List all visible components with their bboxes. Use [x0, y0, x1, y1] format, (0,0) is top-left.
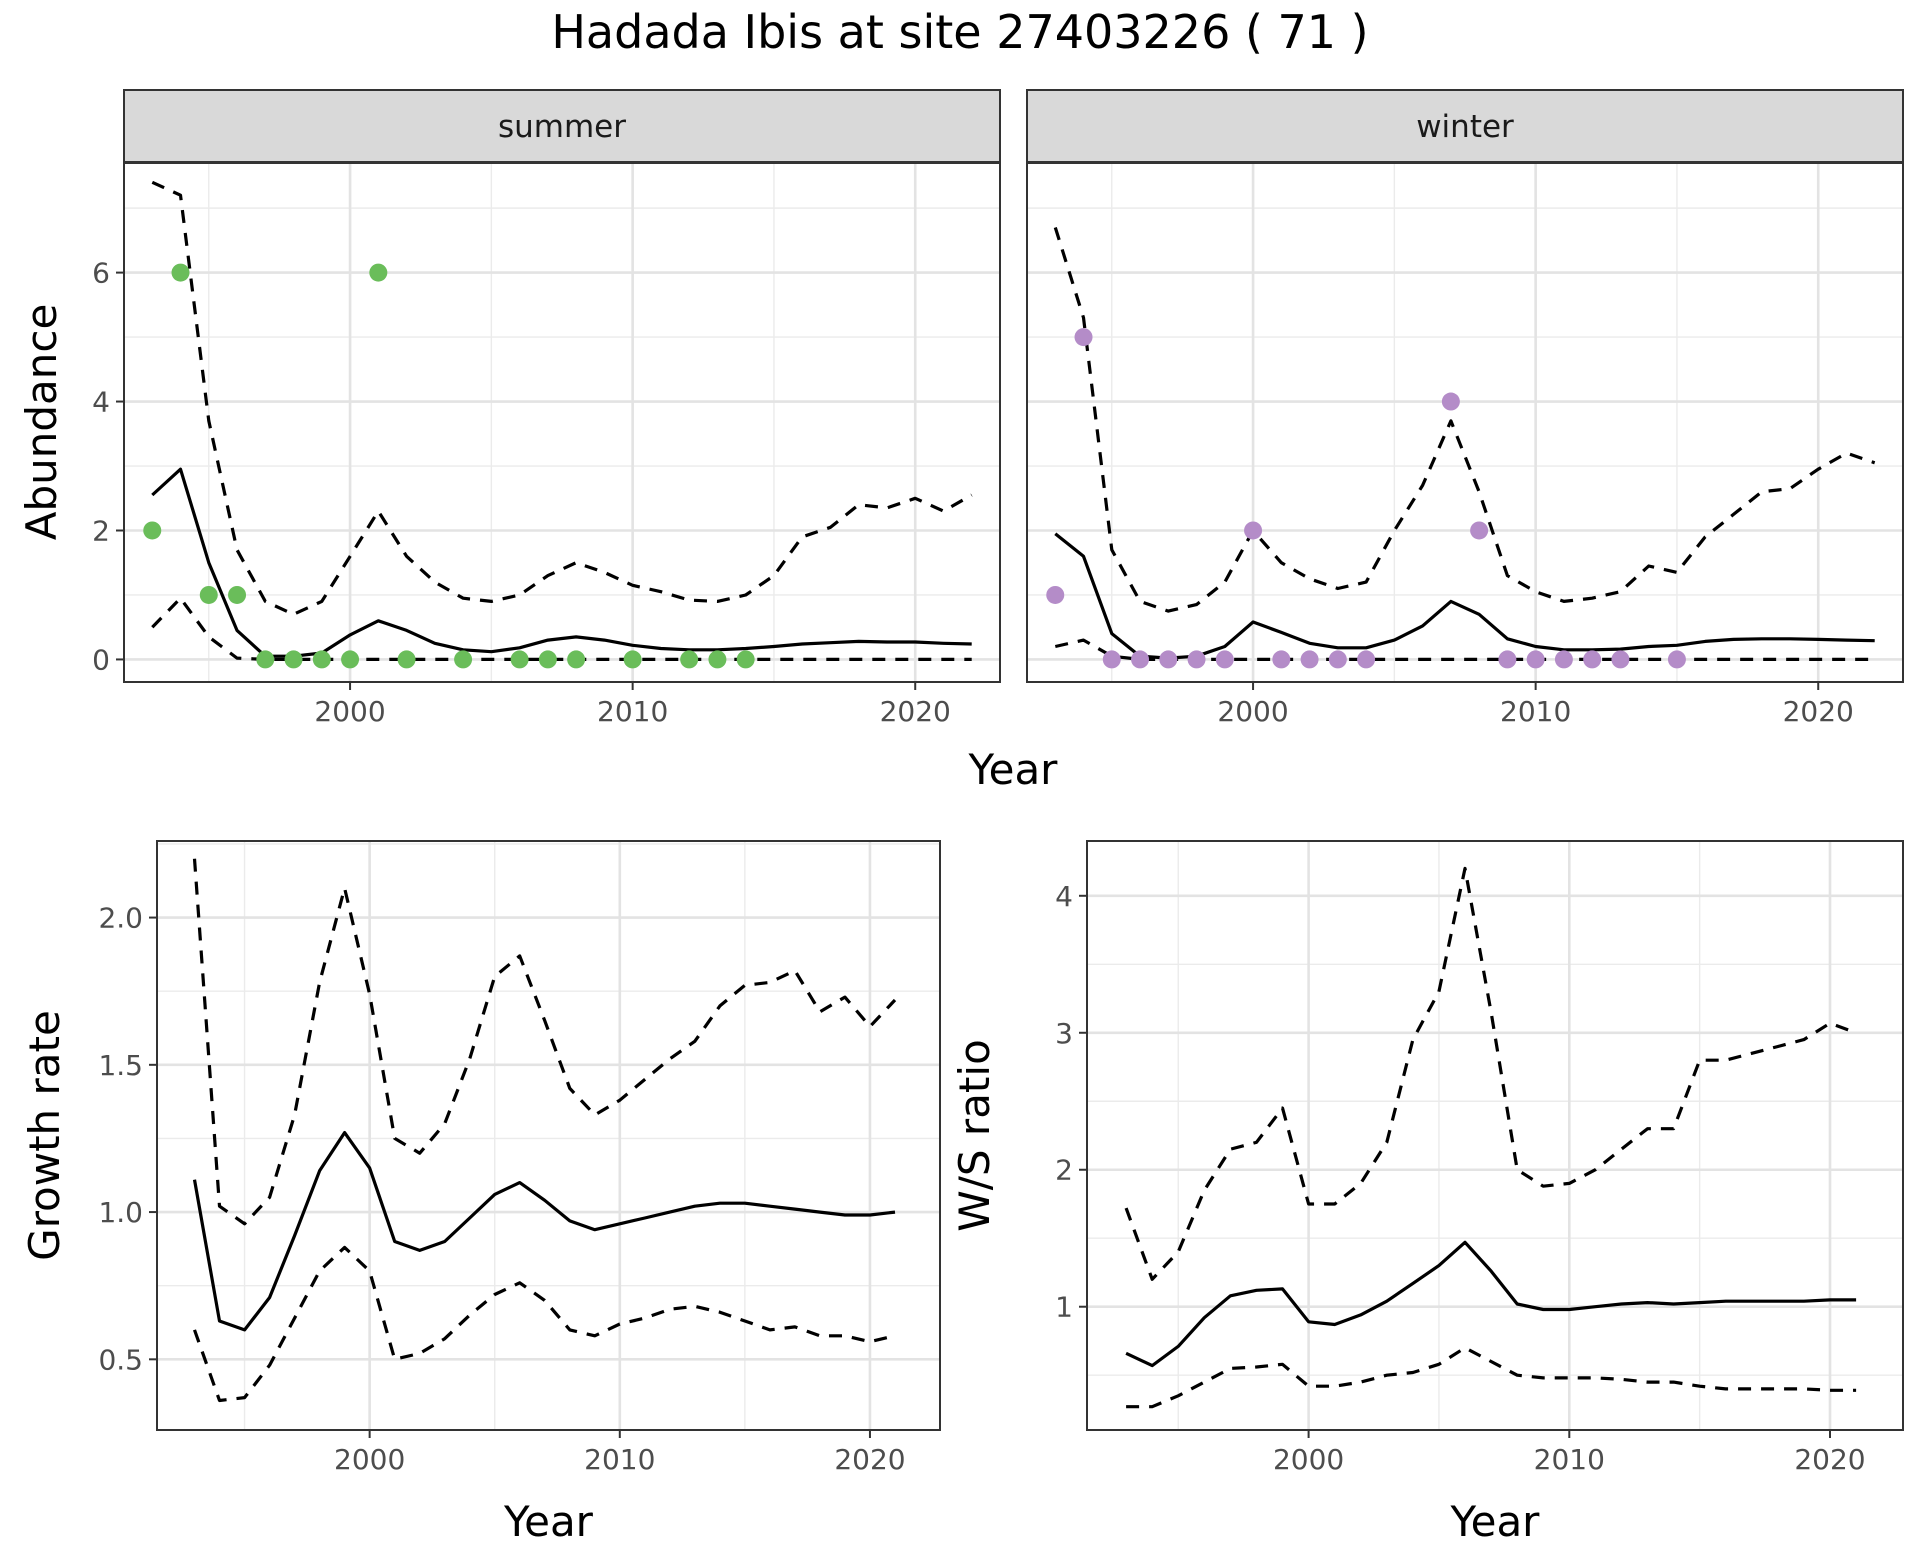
y-tick-label: 0 — [92, 643, 110, 676]
series-line-lower — [192, 1245, 896, 1403]
data-point — [1187, 650, 1206, 669]
data-point — [1470, 521, 1489, 540]
data-point — [1159, 650, 1178, 669]
y-tick-label: 2.0 — [98, 902, 143, 935]
x-tick-label: 2000 — [1273, 1443, 1344, 1476]
data-point — [1300, 650, 1319, 669]
series-line-estimate — [192, 1130, 896, 1332]
y-tick-label: 1 — [1055, 1291, 1073, 1324]
facet-label: summer — [498, 109, 626, 145]
x-tick-label: 2010 — [1500, 695, 1571, 728]
data-point — [199, 585, 218, 604]
data-point — [680, 650, 699, 669]
data-point — [510, 650, 529, 669]
data-point — [736, 650, 755, 669]
data-point — [1046, 585, 1065, 604]
data-point — [1441, 392, 1460, 411]
data-point — [567, 650, 586, 669]
x-tick-label: 2000 — [314, 695, 385, 728]
data-point — [397, 650, 416, 669]
x-tick-label: 2010 — [584, 1443, 655, 1476]
data-point — [1498, 650, 1517, 669]
facet-label: winter — [1416, 109, 1514, 145]
series-line-upper — [192, 858, 897, 1226]
data-point — [1554, 650, 1573, 669]
y-tick-label: 3 — [1055, 1017, 1073, 1050]
y-axis-title: W/S ratio — [950, 1039, 999, 1232]
data-point — [312, 650, 331, 669]
y-tick-label: 1.5 — [98, 1049, 143, 1082]
panel-background — [1087, 841, 1903, 1430]
data-point — [1244, 521, 1263, 540]
x-tick-label: 2020 — [1794, 1443, 1865, 1476]
series-line-lower — [1126, 1346, 1857, 1409]
data-point — [171, 263, 190, 282]
data-point — [1074, 328, 1093, 347]
series-line-upper — [151, 180, 973, 616]
data-point — [284, 650, 303, 669]
data-point — [454, 650, 473, 669]
y-axis-title: Abundance — [17, 304, 66, 541]
x-axis-title: Year — [1450, 1497, 1541, 1546]
y-tick-label: 2 — [1055, 1154, 1073, 1187]
data-point — [1526, 650, 1545, 669]
x-axis-title: Year — [503, 1497, 594, 1546]
data-point — [1611, 650, 1630, 669]
data-point — [256, 650, 275, 669]
y-tick-label: 0.5 — [98, 1343, 143, 1376]
x-tick-label: 2010 — [1534, 1443, 1605, 1476]
x-axis-title: Year — [968, 745, 1059, 794]
data-point — [1357, 650, 1376, 669]
facet-strip — [123, 89, 1001, 163]
y-tick-label: 1.0 — [98, 1196, 143, 1229]
x-tick-label: 2020 — [1783, 695, 1854, 728]
facet-strip — [1026, 89, 1904, 163]
y-tick-label: 4 — [92, 386, 110, 419]
series-line-lower — [151, 596, 972, 662]
panel-border — [156, 840, 941, 1431]
data-point — [1328, 650, 1347, 669]
data-point — [341, 650, 360, 669]
panel-background — [157, 841, 940, 1430]
x-tick-label: 2000 — [334, 1443, 405, 1476]
x-tick-label: 2010 — [597, 695, 668, 728]
panel-background — [1027, 163, 1903, 682]
data-point — [228, 585, 247, 604]
data-point — [143, 521, 162, 540]
y-axis-title: Growth rate — [20, 1010, 69, 1261]
data-point — [708, 650, 727, 669]
data-point — [369, 263, 388, 282]
data-point — [1583, 650, 1602, 669]
series-line-upper — [1124, 866, 1857, 1281]
x-tick-label: 2020 — [834, 1443, 905, 1476]
data-point — [538, 650, 557, 669]
panel-background — [124, 163, 1000, 682]
series-line-upper — [1053, 227, 1876, 613]
data-point — [1131, 650, 1150, 669]
y-tick-label: 2 — [92, 514, 110, 547]
series-line-estimate — [1125, 1240, 1857, 1368]
figure-title: Hadada Ibis at site 27403226 ( 71 ) — [551, 5, 1368, 59]
y-tick-label: 6 — [92, 257, 110, 290]
data-point — [1102, 650, 1121, 669]
x-tick-label: 2020 — [880, 695, 951, 728]
panel-border — [1086, 840, 1904, 1431]
data-point — [623, 650, 642, 669]
data-point — [1215, 650, 1234, 669]
x-tick-label: 2000 — [1217, 695, 1288, 728]
data-point — [1272, 650, 1291, 669]
y-tick-label: 4 — [1055, 880, 1073, 913]
data-point — [1667, 650, 1686, 669]
